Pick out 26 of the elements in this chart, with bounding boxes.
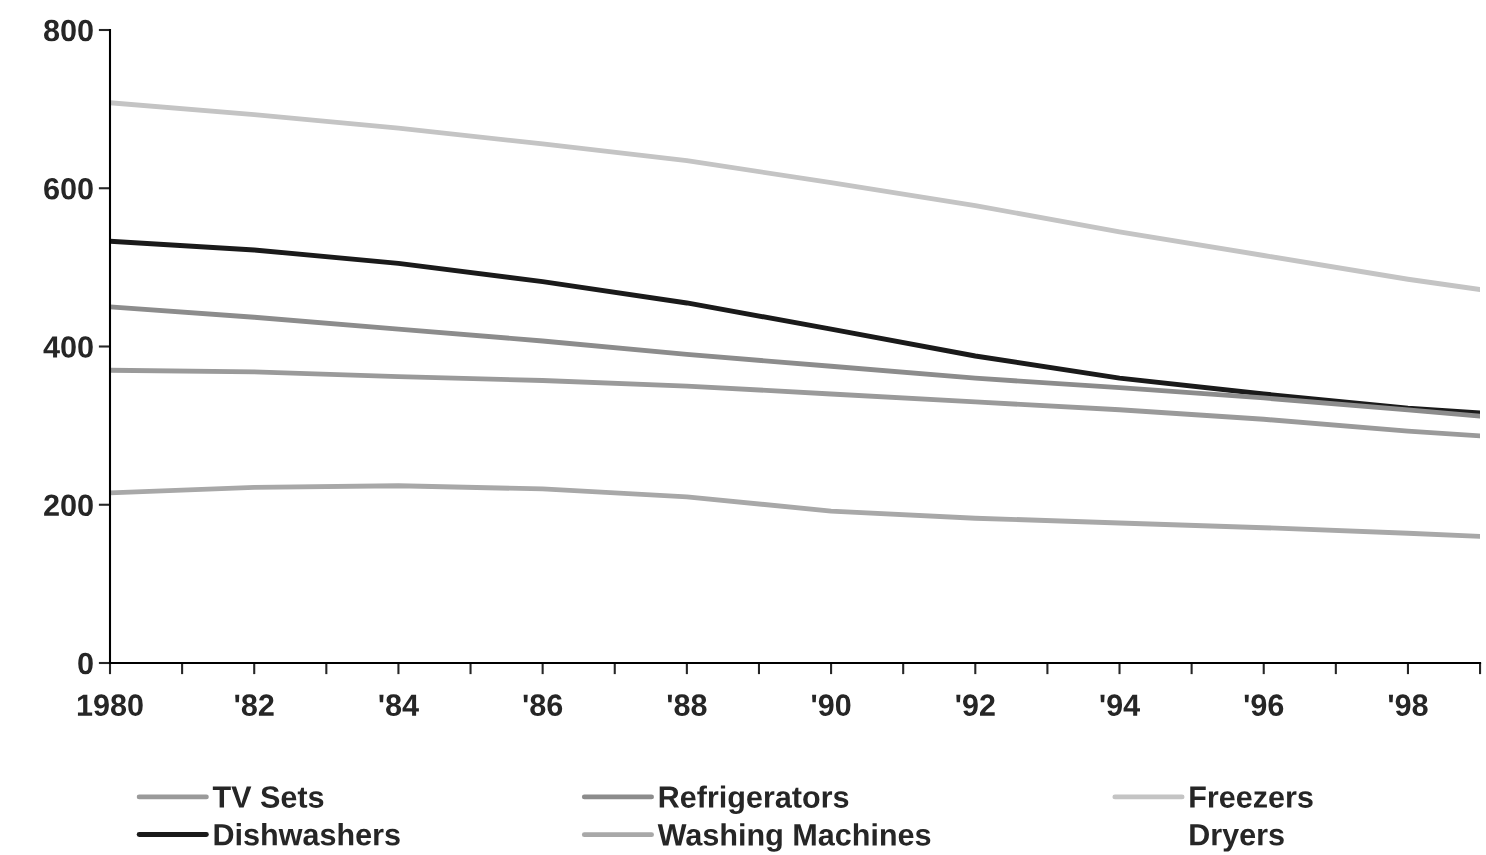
x-tick-label: '92 — [956, 694, 995, 716]
text: Dryers — [1190, 824, 1284, 852]
legend-label: Refrigerators — [659, 785, 849, 815]
x-tick-label: '82 — [235, 694, 274, 716]
legend-label: Dishwashers — [214, 823, 400, 846]
line-series — [110, 483, 1481, 539]
legend-label: TV Sets — [212, 786, 324, 808]
x-tick-label: '96 — [1244, 694, 1284, 716]
y-tick-label: 400 — [43, 336, 93, 358]
x-tick-label: '90 — [812, 694, 851, 716]
line-series — [110, 367, 1481, 439]
y-tick-label: 0 — [78, 652, 93, 675]
y-tick-label: 600 — [44, 177, 93, 200]
x-tick-label: '88 — [667, 694, 707, 716]
x-tick-label: '86 — [523, 694, 563, 716]
y-tick-label: 800 — [44, 19, 93, 42]
x-tick-label: 1980 — [77, 694, 143, 716]
line-series — [110, 304, 1481, 419]
line-series — [110, 238, 1481, 416]
y-tick-label: 200 — [44, 494, 93, 517]
legend-label: Washing Machines — [657, 823, 931, 852]
line-series — [110, 100, 1481, 292]
x-tick-label: '98 — [1388, 694, 1428, 716]
x-tick-label: '94 — [1100, 694, 1140, 716]
legend-label: Freezers — [1190, 786, 1313, 808]
x-tick-label: '84 — [379, 694, 419, 716]
